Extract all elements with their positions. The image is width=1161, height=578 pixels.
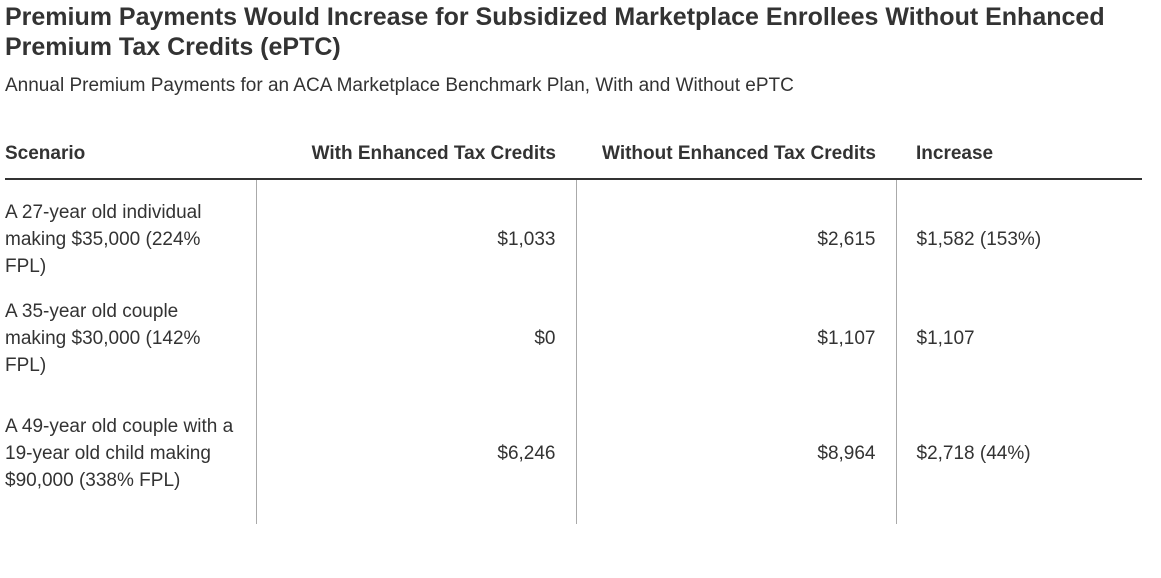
header-scenario: Scenario [5, 139, 256, 180]
premium-table: Scenario With Enhanced Tax Credits Witho… [5, 139, 1142, 524]
cell-without-etc: $8,964 [575, 391, 896, 524]
table-header-row: Scenario With Enhanced Tax Credits Witho… [5, 139, 1142, 180]
table-row: A 35-year old couple making $30,000 (142… [5, 285, 1142, 391]
cell-scenario: A 27-year old individual making $35,000 … [5, 201, 202, 277]
table-row: A 49-year old couple with a 19-year old … [5, 391, 1142, 524]
table-row: A 27-year old individual making $35,000 … [5, 179, 1142, 285]
cell-scenario: A 49-year old couple with a 19-year old … [5, 416, 234, 491]
header-without-etc: Without Enhanced Tax Credits [576, 139, 896, 180]
cell-with-etc: $0 [255, 285, 576, 391]
header-increase: Increase [896, 139, 1142, 180]
cell-with-etc: $6,246 [255, 391, 576, 524]
cell-scenario: A 35-year old couple making $30,000 (142… [5, 300, 201, 376]
chart-title: Premium Payments Would Increase for Subs… [5, 3, 1105, 61]
cell-increase: $2,718 (44%) [895, 391, 1142, 524]
cell-increase: $1,582 (153%) [895, 179, 1142, 285]
header-with-etc: With Enhanced Tax Credits [256, 139, 576, 180]
cell-increase: $1,107 [895, 285, 1142, 391]
chart-container: Premium Payments Would Increase for Subs… [5, 0, 1142, 524]
cell-with-etc: $1,033 [255, 179, 576, 285]
chart-subtitle: Annual Premium Payments for an ACA Marke… [5, 75, 794, 96]
cell-without-etc: $1,107 [575, 285, 896, 391]
cell-without-etc: $2,615 [575, 179, 896, 285]
